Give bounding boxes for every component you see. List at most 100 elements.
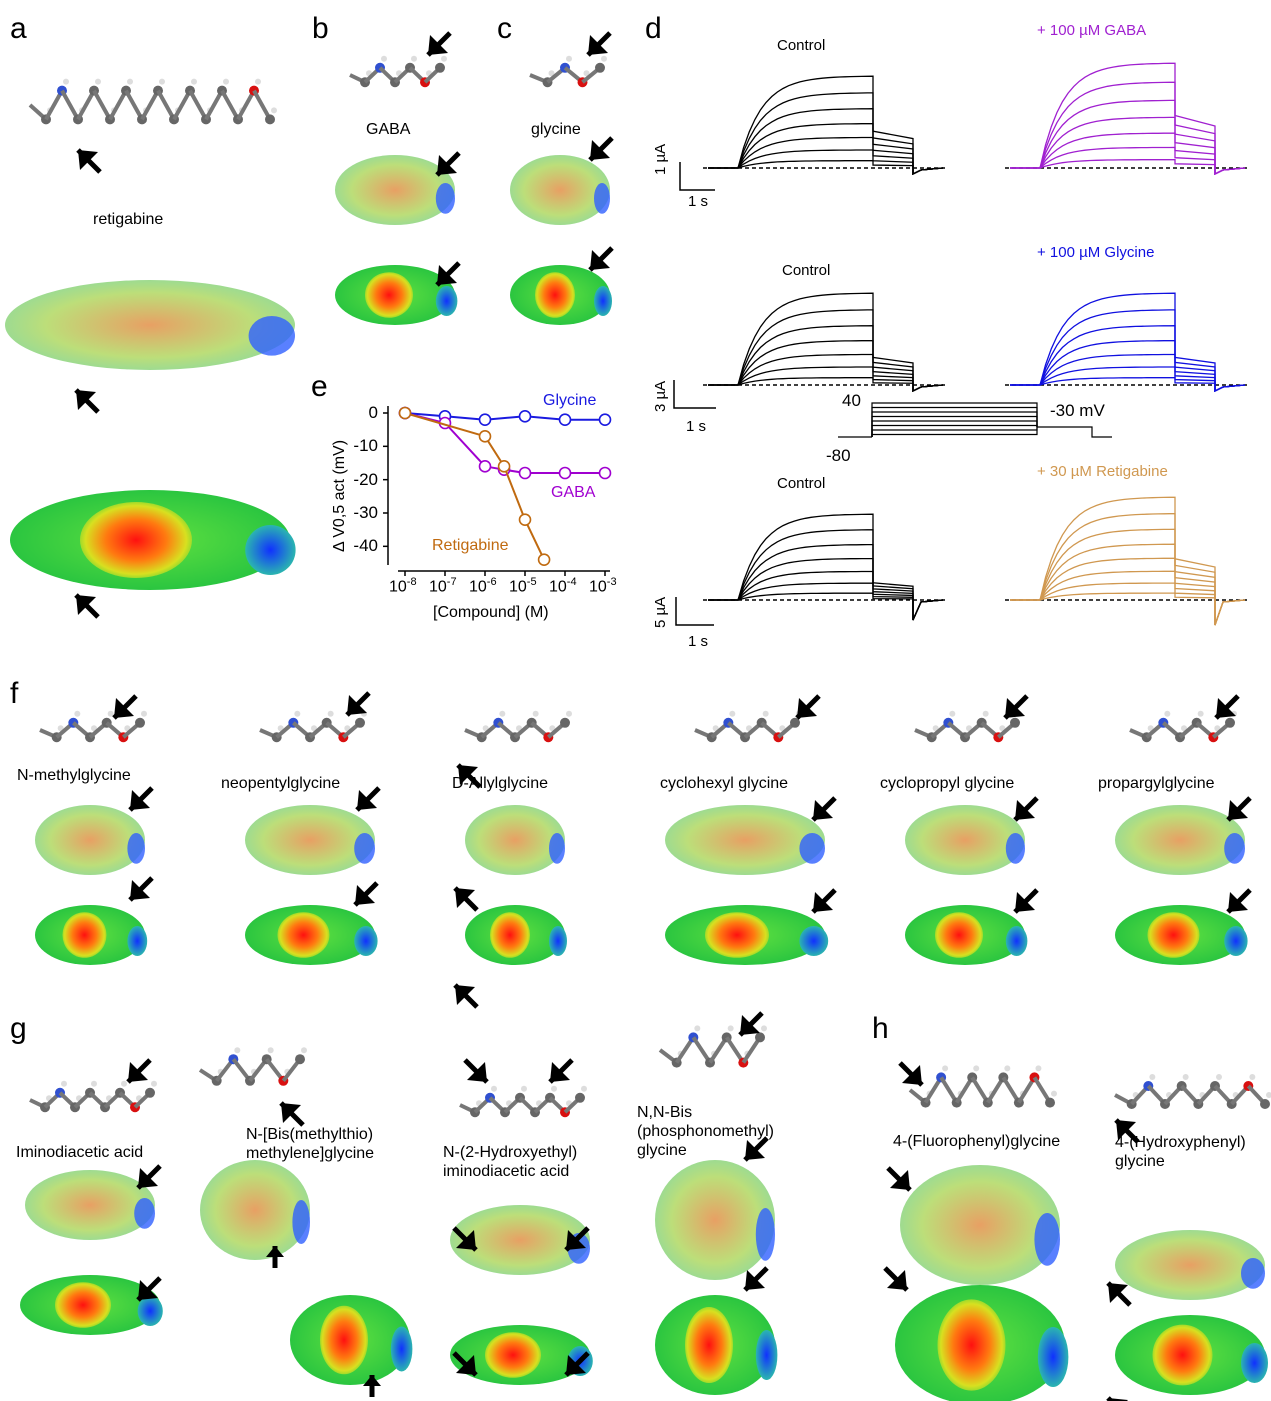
molecule-f3-stick: [464, 710, 572, 743]
arrow-head: [130, 880, 150, 900]
molecule-g3-mep-surface: [450, 1325, 593, 1385]
negative-region: [80, 502, 192, 578]
compound-name-g2: N-[Bis(methylthio) methylene]glycine: [246, 1126, 375, 1162]
arrow-head: [76, 595, 96, 615]
hydrogen: [107, 710, 114, 717]
y-tick-label: 0: [368, 403, 378, 422]
arrow-head: [566, 1230, 586, 1250]
molecule-glycine-stick: [529, 55, 607, 88]
atom: [135, 717, 145, 728]
trace-title-retigabine: + 30 µM Retigabine: [1037, 463, 1168, 480]
traces-control-3: [703, 513, 948, 621]
hydrogen: [1035, 1065, 1042, 1072]
hydrogen: [344, 725, 351, 732]
data-point-gaba: [598, 466, 612, 480]
y-tick-label: -30: [353, 503, 378, 522]
transparent-surface: [35, 805, 145, 875]
arrow-head: [797, 698, 817, 718]
atom: [575, 1092, 585, 1103]
x-tick-label: 10-7: [429, 576, 457, 596]
arrow-17: [453, 983, 479, 1009]
x-tick-label: 10-6: [469, 576, 497, 596]
positive-region: [1224, 926, 1248, 956]
hydrogen: [151, 1080, 157, 1087]
arrow-1: [74, 388, 100, 414]
panel-label-f: f: [10, 677, 19, 710]
scale-bar-lines: [679, 162, 715, 191]
arrow-36: [564, 1226, 590, 1252]
traces-gaba: [1005, 62, 1250, 176]
compound-name-h1: 4-(Fluorophenyl)glycine: [893, 1133, 1061, 1150]
molecule-g4-mep-transparent: [655, 1160, 776, 1280]
arrow-3: [426, 31, 452, 57]
arrow-22: [1013, 796, 1039, 822]
arrow-head: [590, 250, 610, 270]
molecule-gaba-stick: [349, 55, 447, 88]
bond: [220, 89, 240, 121]
positive-region: [755, 1330, 778, 1380]
protocol-low-label: -80: [826, 446, 851, 465]
arrow-20: [811, 888, 837, 914]
hydrogen: [762, 710, 769, 717]
arrow-head: [1108, 1398, 1128, 1401]
atom: [1225, 717, 1235, 728]
bond: [236, 89, 256, 121]
atom: [1045, 1097, 1055, 1108]
positive-region: [127, 833, 145, 864]
traces-retigabine: [1005, 496, 1250, 626]
negative-region: [935, 912, 983, 958]
atom: [560, 717, 570, 728]
x-tick-label: 10-5: [509, 576, 537, 596]
hydrogen: [761, 1025, 767, 1032]
transparent-surface: [655, 1160, 775, 1280]
transparent-surface: [335, 155, 455, 225]
data-point-retigabine: [537, 553, 551, 566]
arrow-head: [467, 1062, 487, 1082]
compound-name-f2: neopentylglycine: [221, 775, 341, 792]
hydrogen: [566, 710, 572, 717]
arrow-head: [458, 765, 478, 785]
data-point-glycine: [558, 413, 572, 426]
arrow-15: [456, 763, 482, 789]
molecule-retigabine-mep-surface: [10, 490, 296, 590]
hydrogen: [327, 710, 334, 717]
arrow-head: [357, 790, 377, 810]
arrow-12: [345, 691, 371, 717]
positive-region: [755, 1208, 776, 1261]
current-trace: [1010, 557, 1246, 626]
bond: [724, 1036, 746, 1064]
molecule-g2-stick: [198, 1047, 307, 1086]
negative-region: [705, 912, 769, 958]
molecule-f4-mep-transparent: [665, 805, 825, 875]
panel-label-h: h: [872, 1012, 889, 1045]
arrow-head: [813, 800, 833, 820]
protocol-high-label: 40: [842, 391, 861, 410]
arrow-head: [347, 695, 367, 715]
positive-region: [1005, 926, 1028, 956]
bond: [204, 89, 224, 121]
arrow-24: [1214, 694, 1240, 720]
arrow-head: [355, 885, 375, 905]
hydrogen: [267, 1047, 274, 1054]
scale-bar-lines: [673, 380, 716, 409]
compound-name-retigabine: retigabine: [93, 211, 164, 228]
arrow-37: [452, 1351, 478, 1377]
chart-y-axis-label: Δ V0,5 act (mV): [331, 439, 348, 552]
arrow-head: [550, 1062, 570, 1082]
hydrogen: [121, 1080, 127, 1087]
x-tick-label: 10-4: [549, 576, 577, 596]
y-tick-label: -40: [353, 536, 378, 556]
arrow-16: [453, 886, 479, 912]
atom: [265, 114, 275, 125]
arrow-6: [586, 31, 612, 57]
arrow-29: [136, 1276, 162, 1302]
hydrogen: [95, 78, 101, 85]
transparent-surface: [1115, 1230, 1265, 1300]
arrow-head: [890, 1170, 910, 1190]
hydrogen: [694, 1025, 701, 1032]
hydrogen: [91, 725, 97, 732]
current-traces: [673, 62, 1250, 626]
arrow-31: [266, 1246, 284, 1268]
arrow-head: [887, 1270, 907, 1290]
bond: [188, 89, 208, 121]
